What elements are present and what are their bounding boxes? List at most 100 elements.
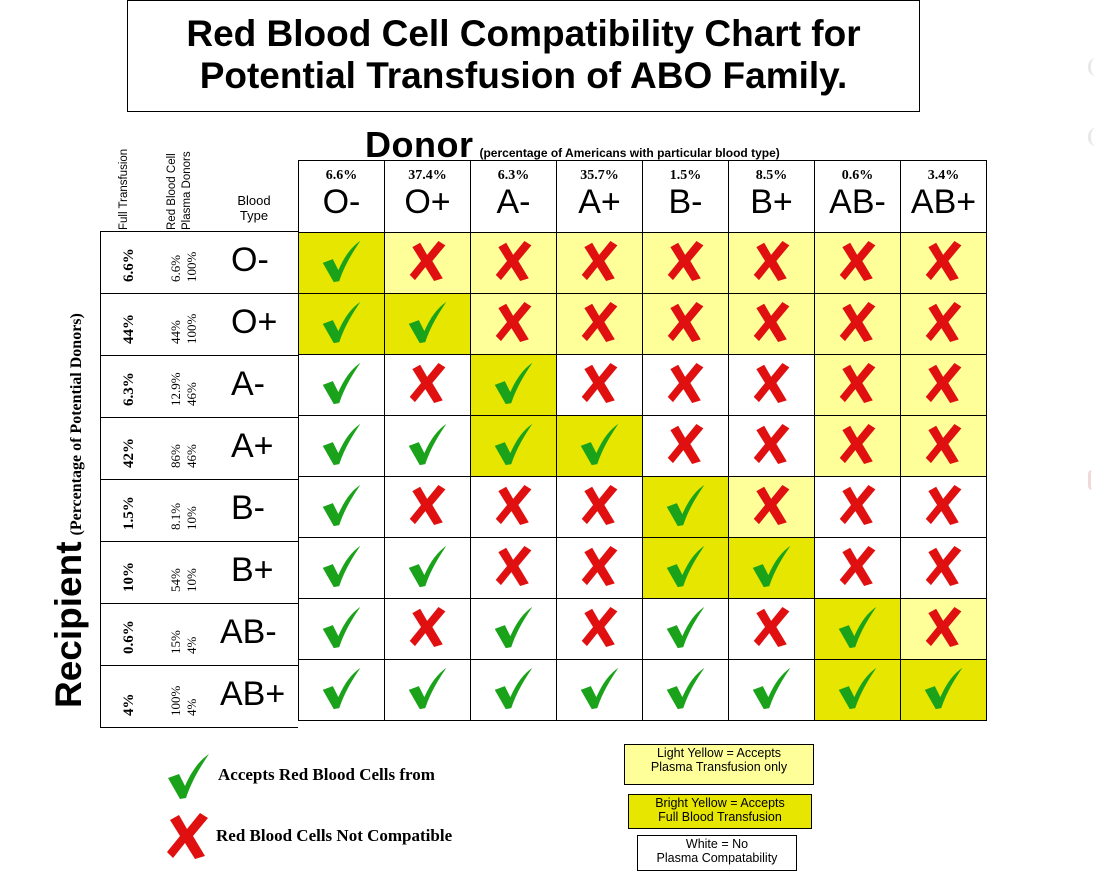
incompatible-cell xyxy=(556,354,643,416)
incompatible-cell xyxy=(470,537,557,599)
cross-icon xyxy=(580,545,620,591)
legend-white-line1: White = No xyxy=(685,837,749,851)
incompatible-cell xyxy=(900,415,987,477)
compatible-cell xyxy=(814,598,901,660)
compatible-cell xyxy=(384,293,471,355)
plasma-donor-percent: 100% xyxy=(184,251,199,282)
title-line-2: Potential Transfusion of ABO Family. xyxy=(199,55,848,96)
donor-header-A-: 6.3% A- xyxy=(470,160,557,233)
check-icon xyxy=(406,545,450,593)
cross-icon xyxy=(838,545,878,591)
full-transfusion-percent: 10% xyxy=(121,562,137,592)
cross-icon xyxy=(580,301,620,347)
plasma-donor-percent: 46% xyxy=(184,444,199,468)
cross-icon xyxy=(838,362,878,408)
donor-header-B-: 1.5% B- xyxy=(642,160,729,233)
check-icon xyxy=(664,484,708,532)
recipient-type: O- xyxy=(231,241,269,279)
incompatible-cell xyxy=(728,415,815,477)
cross-icon xyxy=(924,484,964,530)
recipient-axis-title: Recipient (Percentage of Potential Donors… xyxy=(48,313,90,708)
rbc-donor-percent: 44% xyxy=(168,320,183,344)
check-icon xyxy=(320,667,364,715)
incompatible-cell xyxy=(642,293,729,355)
check-icon xyxy=(922,667,966,715)
rbc-donor-percent: 6.6% xyxy=(168,254,183,282)
cross-icon xyxy=(580,362,620,408)
cross-icon xyxy=(752,423,792,469)
incompatible-cell xyxy=(728,476,815,538)
legend-check-icon xyxy=(168,754,209,799)
cross-icon xyxy=(924,240,964,286)
full-transfusion-percent: 42% xyxy=(121,438,137,468)
cross-icon xyxy=(494,240,534,286)
incompatible-cell xyxy=(728,598,815,660)
donor-type: A+ xyxy=(578,183,621,221)
check-icon xyxy=(320,362,364,410)
incompatible-cell xyxy=(900,293,987,355)
full-transfusion-percent: 4% xyxy=(121,693,137,717)
check-icon xyxy=(320,301,364,349)
donor-type: B+ xyxy=(750,183,793,221)
check-icon xyxy=(664,606,708,654)
recipient-row-labels: 6.6% 6.6% 100% O- 44% 44% 100% O+ 6.3% 12.9% 46% A-… xyxy=(100,231,299,728)
rbc-donor-percent: 15% xyxy=(168,630,183,654)
cross-icon xyxy=(752,240,792,286)
compatible-cell xyxy=(556,659,643,721)
incompatible-cell xyxy=(556,232,643,294)
recipient-type: A- xyxy=(231,365,265,403)
donor-percent: 0.6% xyxy=(841,168,874,183)
legend-light-line1: Light Yellow = Accepts xyxy=(656,746,782,760)
rbc-donor-percent: 8.1% xyxy=(168,502,183,530)
recipient-type: A+ xyxy=(231,427,274,465)
plasma-donor-percent: 46% xyxy=(184,382,199,406)
legend-not-compatible-text: Red Blood Cells Not Compatible xyxy=(216,826,453,845)
legend-light-line2: Plasma Transfusion only xyxy=(650,760,788,774)
incompatible-cell xyxy=(556,598,643,660)
compatible-cell xyxy=(900,659,987,721)
compatible-cell xyxy=(298,415,385,477)
incompatible-cell xyxy=(556,293,643,355)
plasma-donor-percent: 4% xyxy=(184,698,199,716)
cross-icon xyxy=(580,240,620,286)
edge-fragment xyxy=(1088,128,1104,146)
incompatible-cell xyxy=(642,415,729,477)
donor-axis-title: Donor (percentage of Americans with parti… xyxy=(365,124,780,166)
legend-bright-yellow: Bright Yellow = Accepts Full Blood Trans… xyxy=(628,794,812,829)
recipient-type: B+ xyxy=(231,551,274,589)
donor-percent: 8.5% xyxy=(755,168,788,183)
donor-sublabel: (percentage of Americans with particular… xyxy=(479,146,780,160)
check-icon xyxy=(578,423,622,471)
compatible-cell xyxy=(642,537,729,599)
check-icon xyxy=(320,240,364,288)
rbc-donor-percent: 100% xyxy=(168,685,183,716)
cross-icon xyxy=(752,484,792,530)
donor-percent: 6.3% xyxy=(497,168,530,183)
cross-icon xyxy=(494,545,534,591)
incompatible-cell xyxy=(900,537,987,599)
incompatible-cell xyxy=(814,232,901,294)
incompatible-cell xyxy=(384,598,471,660)
check-icon xyxy=(492,362,536,410)
donor-type: AB- xyxy=(829,183,886,221)
plasma-donor-percent: 10% xyxy=(184,506,199,530)
rbc-donor-percent: 86% xyxy=(168,444,183,468)
legend-bright-line2: Full Blood Transfusion xyxy=(658,810,782,824)
recipient-type: B- xyxy=(231,489,265,527)
incompatible-cell xyxy=(900,598,987,660)
incompatible-cell xyxy=(814,476,901,538)
recipient-row-B- xyxy=(298,476,987,538)
check-icon xyxy=(320,606,364,654)
blood-type-header-line2: Type xyxy=(239,208,269,223)
compatible-cell xyxy=(298,659,385,721)
cross-icon xyxy=(752,301,792,347)
compatible-cell xyxy=(298,293,385,355)
donor-type: AB+ xyxy=(910,183,977,221)
cross-icon xyxy=(408,362,448,408)
compatible-cell xyxy=(470,598,557,660)
cross-icon xyxy=(838,301,878,347)
recipient-label-B+: 10% 54% 10% B+ xyxy=(101,542,299,604)
donor-header-A+: 35.7% A+ xyxy=(556,160,643,233)
check-icon xyxy=(750,667,794,715)
recipient-label-O-: 6.6% 6.6% 100% O- xyxy=(101,232,299,294)
